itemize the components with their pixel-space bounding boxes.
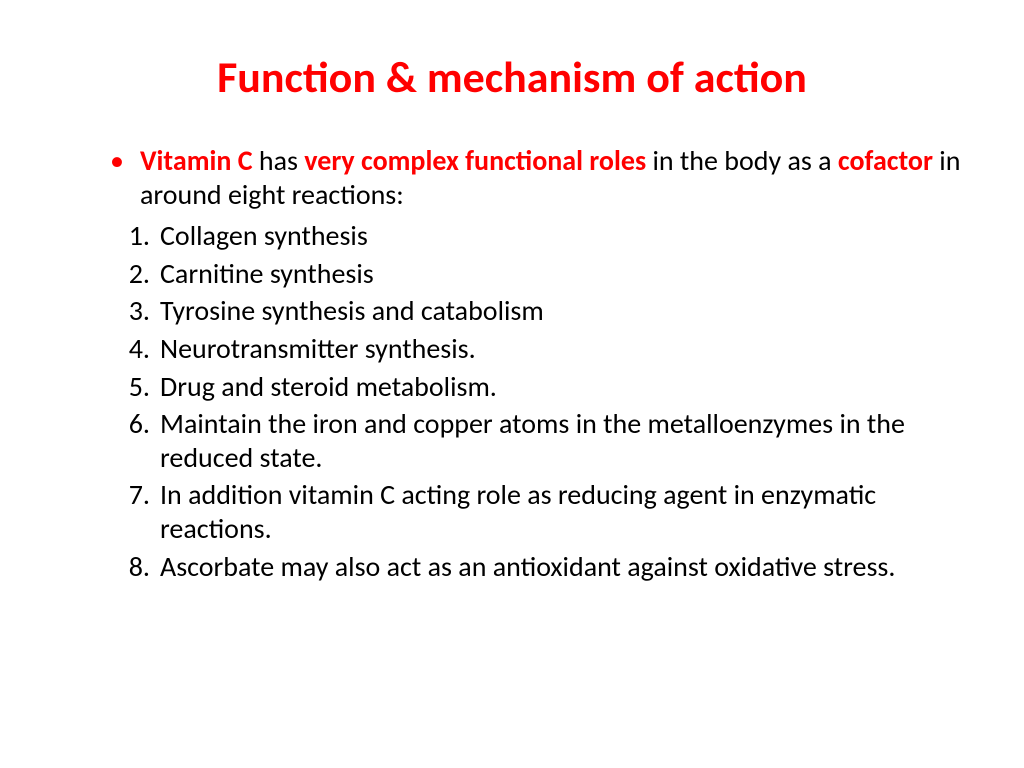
slide-title: Function & mechanism of action: [60, 50, 964, 104]
intro-seg1: Vitamin C: [140, 143, 253, 178]
list-item: Maintain the iron and copper atoms in th…: [90, 407, 964, 474]
list-item: Tyrosine synthesis and catabolism: [90, 294, 964, 328]
intro-seg4: in the body as a: [646, 143, 838, 178]
intro-bullet: Vitamin C has very complex functional ro…: [110, 144, 964, 211]
list-item: Neurotransmitter synthesis.: [90, 332, 964, 366]
numbered-list: Collagen synthesis Carnitine synthesis T…: [90, 219, 964, 583]
list-item: Carnitine synthesis: [90, 257, 964, 291]
intro-seg3: very complex functional roles: [304, 143, 646, 178]
intro-seg2: has: [253, 143, 305, 178]
list-item: Collagen synthesis: [90, 219, 964, 253]
list-item: Ascorbate may also act as an antioxidant…: [90, 550, 964, 584]
list-item: In addition vitamin C acting role as red…: [90, 478, 964, 545]
list-item: Drug and steroid metabolism.: [90, 370, 964, 404]
intro-seg5: cofactor: [838, 143, 933, 178]
intro-bullet-wrap: Vitamin C has very complex functional ro…: [110, 144, 964, 211]
